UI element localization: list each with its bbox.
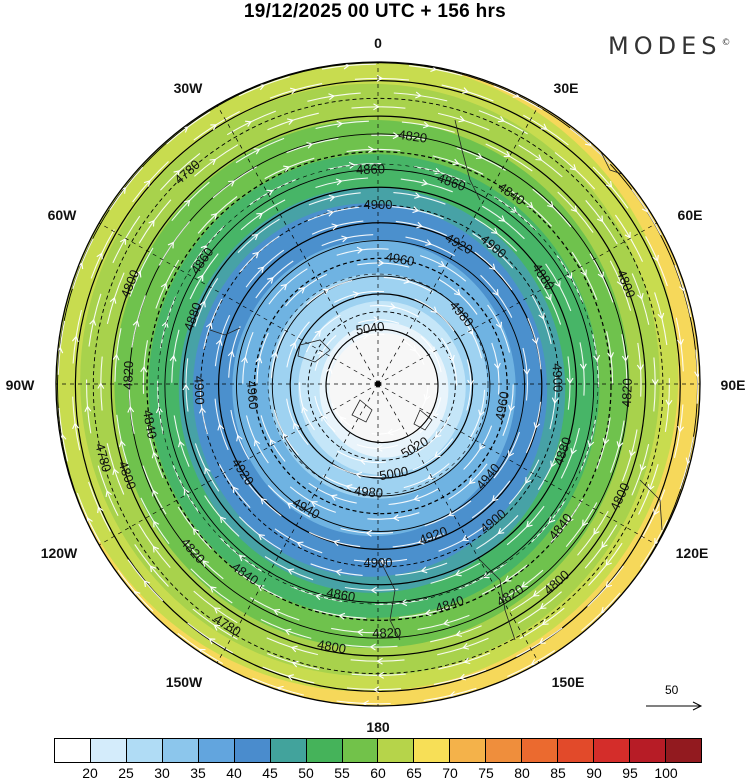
geopotential-contours [57, 62, 698, 706]
pole-marker [375, 381, 381, 387]
colorbar-swatch [450, 739, 487, 762]
lon-label-30w: 30W [174, 80, 204, 96]
svg-text:4900: 4900 [550, 363, 566, 392]
contour-label: 4820 [372, 625, 401, 641]
svg-text:4780: 4780 [92, 442, 114, 474]
lon-label-60e: 60E [678, 207, 703, 223]
colorbar-swatch [630, 739, 666, 762]
lon-label-0: 0 [374, 35, 382, 51]
map-boundary [55, 61, 701, 707]
modes-logo: MODES© [608, 32, 731, 60]
colorbar-tick-label: 100 [654, 765, 678, 781]
colorbar-tick-label: 75 [478, 765, 494, 781]
svg-text:4820: 4820 [120, 361, 136, 390]
polar-map: 5040502050004980498049604960496049404940… [6, 35, 746, 735]
contour-label: 4900 [191, 376, 207, 405]
contour-label: 5000 [378, 463, 409, 483]
colorbar-tick-label: 45 [262, 765, 278, 781]
colorbar-swatch [234, 739, 271, 762]
contour-label: 4780 [92, 442, 114, 474]
svg-text:4960: 4960 [384, 249, 415, 269]
svg-text:4820: 4820 [619, 378, 635, 407]
colorbar-tick-label: 40 [226, 765, 242, 781]
colorbar-swatch [306, 739, 343, 762]
lon-label-30e: 30E [554, 80, 579, 96]
contour-label: 4820 [397, 127, 428, 146]
contour-label: 4820 [619, 378, 635, 407]
colorbar-tick-label: 80 [514, 765, 530, 781]
contour-label: 4900 [550, 363, 566, 392]
lon-label-60w: 60W [48, 207, 78, 223]
colorbar-swatch [522, 739, 559, 762]
contour-label: 4960 [384, 249, 415, 269]
lon-label-90w: 90W [6, 377, 36, 393]
svg-text:5000: 5000 [378, 463, 409, 483]
colorbar-swatch [414, 739, 451, 762]
wind-speed-colorbar [54, 738, 702, 763]
contour-label: 4900 [364, 555, 393, 570]
map-title: 19/12/2025 00 UTC + 156 hrs [243, 1, 507, 22]
contour-label: 4840 [140, 409, 160, 440]
contour-label: 4860 [325, 585, 356, 605]
colorbar-tick-label: 35 [190, 765, 206, 781]
contour-label: 4800 [316, 637, 347, 657]
reference-vector-label: 50 [665, 683, 679, 697]
svg-text:4800: 4800 [316, 637, 347, 657]
colorbar-swatch [594, 739, 630, 762]
contour-label: 5040 [355, 319, 386, 338]
contour-label: 4860 [356, 161, 385, 177]
colorbar-tick-label: 65 [406, 765, 422, 781]
colorbar-swatch [378, 739, 415, 762]
lon-label-90e: 90E [721, 377, 746, 393]
contour-label: 4980 [353, 483, 383, 500]
colorbar-swatch [90, 739, 127, 762]
svg-text:4900: 4900 [191, 376, 207, 405]
colorbar-tick-label: 90 [586, 765, 602, 781]
colorbar-swatch [270, 739, 307, 762]
colorbar-tick-label: 25 [118, 765, 134, 781]
colorbar-tick-label: 60 [370, 765, 386, 781]
svg-text:4900: 4900 [364, 555, 393, 570]
svg-text:4960: 4960 [492, 390, 512, 421]
svg-text:4860: 4860 [356, 161, 385, 177]
colorbar-tick-label: 85 [550, 765, 566, 781]
contour-label: 4900 [364, 197, 393, 212]
colorbar-tick-label: 50 [298, 765, 314, 781]
colorbar-tick-label: 70 [442, 765, 458, 781]
colorbar-tick-label: 30 [154, 765, 170, 781]
svg-text:4900: 4900 [364, 197, 393, 212]
colorbar-swatch [126, 739, 163, 762]
lat-lon-grid [56, 62, 700, 706]
wind-speed-fill [56, 62, 700, 706]
contour-label: 4820 [120, 361, 136, 390]
contour-label: 4960 [492, 390, 512, 421]
colorbar-swatch [342, 739, 379, 762]
svg-text:4980: 4980 [353, 483, 383, 500]
svg-text:5040: 5040 [355, 319, 386, 338]
colorbar-swatch [558, 739, 595, 762]
colorbar-tick-label: 20 [82, 765, 98, 781]
colorbar-swatch [486, 739, 523, 762]
colorbar-swatch [665, 739, 701, 762]
svg-text:4860: 4860 [325, 585, 356, 605]
lon-label-150e: 150E [552, 674, 585, 690]
colorbar-swatch [162, 739, 199, 762]
lon-label-120w: 120W [41, 545, 78, 561]
lon-label-180: 180 [366, 719, 390, 735]
svg-text:4820: 4820 [397, 127, 428, 146]
colorbar-ticks: 20 25 30 35 40 45 50 55 60 65 70 75 80 85 90 95 100 [0, 765, 750, 782]
svg-text:4820: 4820 [372, 625, 401, 641]
colorbar-swatch [55, 739, 91, 762]
colorbar-swatch [198, 739, 235, 762]
svg-text:4840: 4840 [140, 409, 160, 440]
svg-text:4960: 4960 [244, 380, 261, 410]
contour-label: 4960 [244, 380, 261, 410]
colorbar-tick-label: 55 [334, 765, 350, 781]
reference-vector-arrow [646, 701, 703, 711]
wind-streamlines [56, 62, 700, 706]
colorbar-tick-label: 95 [622, 765, 638, 781]
lon-label-150w: 150W [166, 674, 203, 690]
lon-label-120e: 120E [676, 545, 709, 561]
